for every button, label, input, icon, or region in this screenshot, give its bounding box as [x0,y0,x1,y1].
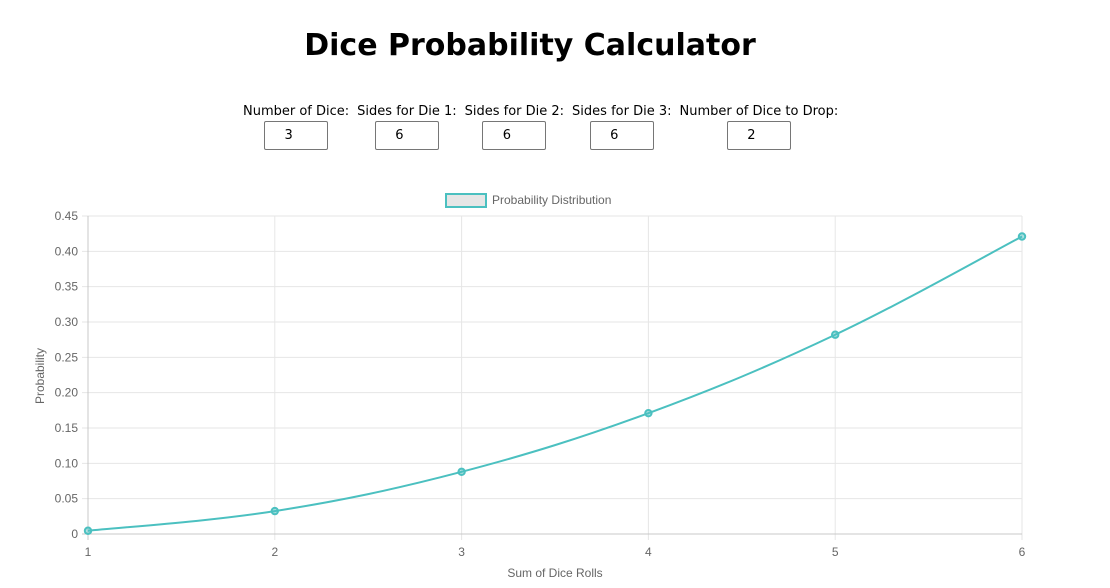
sides-die-2-label: Sides for Die 2: [464,104,565,119]
dice-to-drop-label: Number of Dice to Drop: [679,104,839,119]
x-tick-label: 5 [832,545,839,559]
y-tick-label: 0 [71,527,78,541]
data-point[interactable] [644,408,653,418]
chart-grid [82,215,1023,540]
chart-axes [87,216,1022,535]
dice-controls: Number of Dice: Sides for Die 1: Sides f… [243,103,838,150]
x-tick-label: 6 [1019,545,1026,559]
y-tick-label: 0.45 [55,209,79,223]
chart-legend[interactable]: Probability Distribution [445,193,611,208]
legend-swatch [445,193,487,208]
number-of-dice-label: Number of Dice: [243,104,350,119]
sides-die-1-input[interactable] [374,121,439,150]
probability-chart: 0 0.05 0.10 0.15 0.20 0.25 0.30 0.35 0.40 0.45 1 2… [33,193,1027,580]
x-tick-label: 4 [645,545,652,559]
y-tick-label: 0.25 [55,350,79,364]
data-point[interactable] [457,467,466,477]
x-tick-label: 2 [271,545,278,559]
sides-die-3-field: Sides for Die 3: [572,103,671,150]
y-tick-labels: 0 0.05 0.10 0.15 0.20 0.25 0.30 0.35 0.40 0.45 [55,209,79,541]
legend-label: Probability Distribution [492,193,611,207]
y-axis-label: Probability [33,348,47,404]
data-point[interactable] [270,506,279,516]
y-tick-label: 0.30 [55,315,79,329]
sides-die-3-label: Sides for Die 3: [572,104,672,119]
x-axis-label: Sum of Dice Rolls [507,566,602,580]
sides-die-1-label: Sides for Die 1: [357,104,457,119]
series-line [87,235,1023,532]
number-of-dice-field: Number of Dice: [243,103,349,150]
data-point[interactable] [831,330,840,339]
x-tick-label: 1 [85,545,92,559]
data-points [83,232,1027,535]
page-title: Dice Probability Calculator [304,28,756,63]
sides-die-3-input[interactable] [589,121,654,150]
y-tick-label: 0.40 [55,244,79,258]
y-tick-label: 0.15 [55,421,79,435]
dice-to-drop-field: Number of Dice to Drop: [679,103,838,150]
y-tick-label: 0.10 [55,456,79,470]
data-point[interactable] [1017,232,1027,241]
sides-die-2-input[interactable] [482,121,547,150]
dice-to-drop-input[interactable] [726,121,791,150]
sides-die-1-field: Sides for Die 1: [357,103,457,150]
data-point[interactable] [83,526,93,535]
x-tick-labels: 1 2 3 4 5 6 [85,545,1026,559]
y-tick-label: 0.20 [55,386,79,400]
number-of-dice-input[interactable] [264,121,329,150]
y-tick-label: 0.05 [55,492,79,506]
sides-die-2-field: Sides for Die 2: [465,103,564,150]
y-tick-label: 0.35 [55,280,79,294]
x-tick-label: 3 [458,545,465,559]
